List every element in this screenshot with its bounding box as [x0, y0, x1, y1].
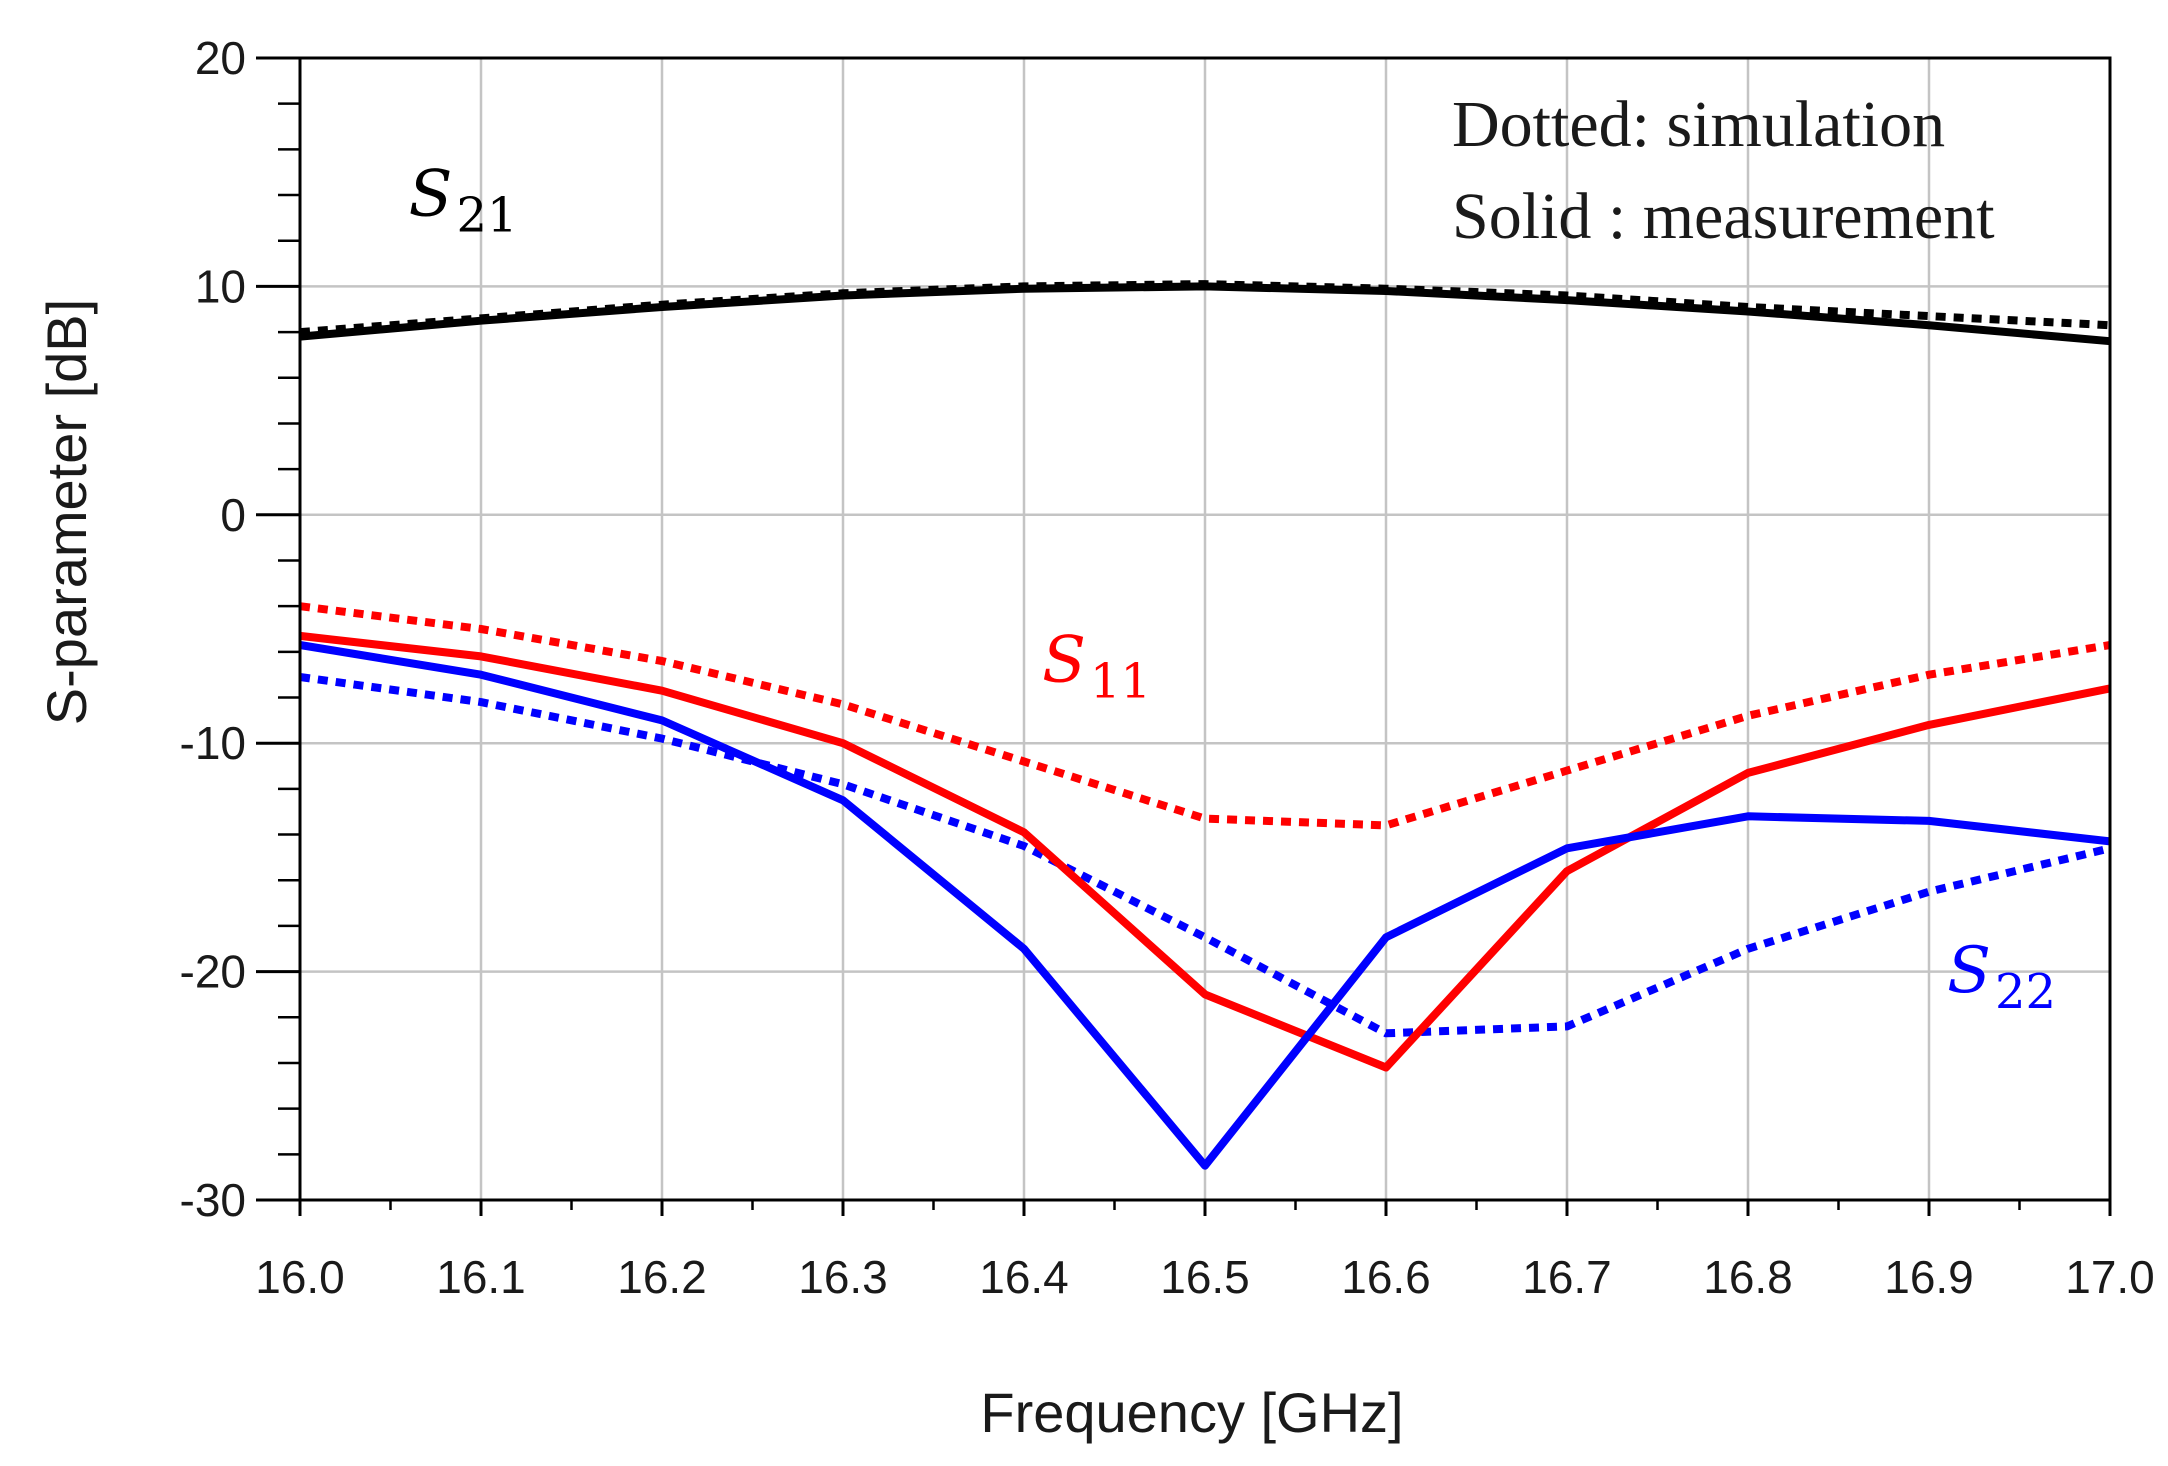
y-tick-label: 10	[195, 260, 246, 312]
y-tick-labels: 20 10 0 -10 -20 -30	[180, 32, 246, 1226]
y-tick-label: 0	[220, 489, 246, 541]
series-layer	[299, 280, 2111, 1170]
annotation-s11: S11	[1042, 624, 1151, 710]
y-tick-label: 20	[195, 32, 246, 84]
legend-simulation-note: Dotted: simulation	[1452, 88, 1945, 161]
x-tick-label: 16.5	[1160, 1251, 1250, 1303]
x-tick-label: 17.0	[2065, 1251, 2155, 1303]
x-tick-label: 16.0	[255, 1251, 345, 1303]
plot-frame	[298, 56, 2112, 1202]
minor-ticks	[256, 56, 2112, 1216]
y-tick-label: -10	[180, 717, 246, 769]
x-tick-label: 16.3	[798, 1251, 888, 1303]
x-tick-label: 16.7	[1522, 1251, 1612, 1303]
x-tick-label: 16.6	[1341, 1251, 1431, 1303]
x-tick-label: 16.8	[1703, 1251, 1793, 1303]
x-tick-label: 16.2	[617, 1251, 707, 1303]
series-line-s21-measurement	[299, 282, 2111, 346]
series-line-s11-simulation	[299, 602, 2111, 830]
y-axis-title: S-parameter [dB]	[35, 299, 98, 725]
y-tick-label: -20	[180, 946, 246, 998]
x-tick-label: 16.9	[1884, 1251, 1974, 1303]
x-axis-title: Frequency [GHz]	[980, 1381, 1403, 1444]
series-line-s22-measurement	[299, 641, 2111, 1170]
x-tick-label: 16.4	[979, 1251, 1069, 1303]
series-line-s11-measurement	[299, 631, 2111, 1072]
legend-measurement-note: Solid : measurement	[1452, 180, 1995, 253]
x-tick-label: 16.1	[436, 1251, 526, 1303]
x-tick-labels: 16.0 16.1 16.2 16.3 16.4 16.5 16.6 16.7 16.8 16.9…	[255, 1251, 2155, 1303]
y-tick-label: -30	[180, 1174, 246, 1226]
